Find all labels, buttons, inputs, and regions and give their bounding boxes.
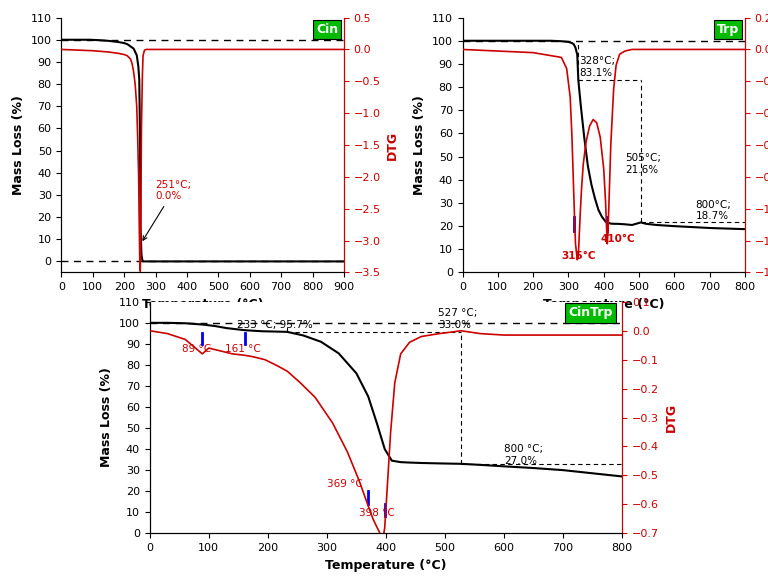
- Text: 233 °C; 95.7%: 233 °C; 95.7%: [237, 320, 313, 330]
- Y-axis label: Mass Loss (%): Mass Loss (%): [12, 95, 25, 195]
- Text: Cin: Cin: [316, 23, 338, 36]
- Text: 328°C;
83.1%: 328°C; 83.1%: [579, 56, 615, 77]
- Y-axis label: DTG: DTG: [664, 403, 677, 432]
- Text: 161 °C: 161 °C: [225, 345, 260, 355]
- Text: 527 °C;
33.0%: 527 °C; 33.0%: [438, 308, 477, 330]
- Text: 410°C: 410°C: [601, 234, 635, 244]
- Y-axis label: DTG: DTG: [386, 131, 399, 159]
- Text: 251°C;
0.0%: 251°C; 0.0%: [143, 180, 192, 240]
- Text: 315°C: 315°C: [561, 251, 596, 261]
- X-axis label: Temperature (°C): Temperature (°C): [543, 298, 664, 311]
- Text: CinTrp: CinTrp: [568, 306, 613, 319]
- X-axis label: Temperature (°C): Temperature (°C): [142, 298, 263, 311]
- Text: Trp: Trp: [717, 23, 740, 36]
- Y-axis label: Mass Loss (%): Mass Loss (%): [101, 367, 114, 468]
- Text: 398 °C: 398 °C: [359, 509, 395, 519]
- Y-axis label: Mass Loss (%): Mass Loss (%): [413, 95, 426, 195]
- Text: 505°C;
21.6%: 505°C; 21.6%: [626, 154, 661, 175]
- Text: 369 °C: 369 °C: [327, 479, 362, 489]
- Text: 800 °C;
27.0%: 800 °C; 27.0%: [504, 444, 543, 466]
- Text: 800°C;
18.7%: 800°C; 18.7%: [696, 200, 731, 221]
- Text: 89 °C: 89 °C: [182, 345, 211, 355]
- X-axis label: Temperature (°C): Temperature (°C): [325, 558, 447, 571]
